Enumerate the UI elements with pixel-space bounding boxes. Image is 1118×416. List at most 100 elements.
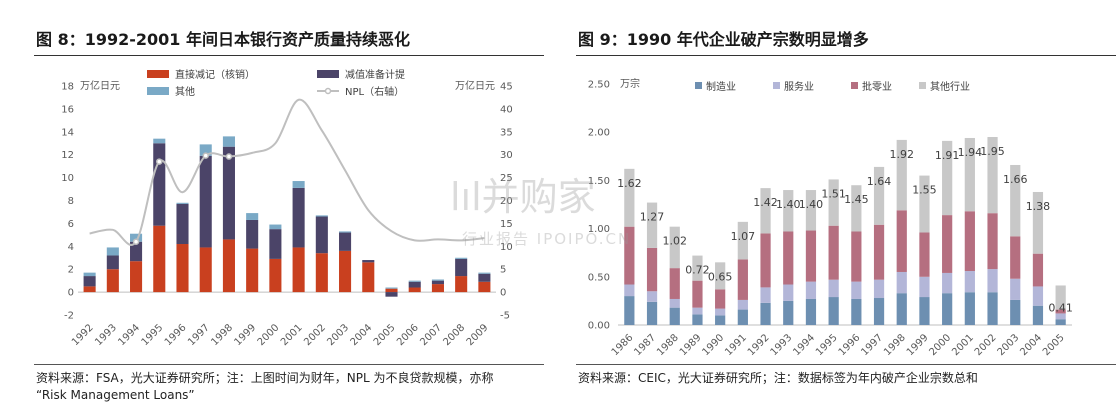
bar-segment <box>715 308 726 316</box>
bar-segment <box>1010 164 1021 237</box>
legend-label: 制造业 <box>706 80 736 93</box>
x-tick-label: 1996 <box>163 322 189 348</box>
total-label: 1.66 <box>1003 173 1028 186</box>
bar-segment <box>987 269 998 293</box>
bankruptcy-chart: 万宗 0.00 0.50 1.00 1.50 2.00 2.50 1.62 1986 1.27 19… <box>588 77 1073 358</box>
bar-segment <box>269 229 282 259</box>
y-tick: 0.50 <box>588 272 610 283</box>
bar-segment <box>669 307 680 325</box>
x-tick-label: 1994 <box>791 332 817 358</box>
chart-footnote: 资料来源：FSA，光大证券研究所；注：上图时间为财年，NPL 为不良贷款规模，亦… <box>36 370 493 404</box>
bar-segment <box>455 276 468 293</box>
bar-segment <box>199 247 212 293</box>
bar-segment <box>715 315 726 325</box>
bar-segment <box>478 272 491 274</box>
y-right-tick: 5 <box>500 265 506 276</box>
y-left-tick: 4 <box>68 242 74 253</box>
x-tick-label: 2003 <box>325 322 351 348</box>
bar-segment <box>385 292 398 297</box>
bar-segment <box>964 137 975 212</box>
bar-segment <box>715 289 726 309</box>
bank-assets-chart: 万亿日元 万亿日元 -2 0 2 4 6 8 10 12 14 16 18 -5 0 5 10 15 20 25 30 3… <box>61 68 513 348</box>
bar-segment <box>646 202 658 248</box>
x-tick-label: 1990 <box>700 332 726 358</box>
bar-segment <box>873 166 885 225</box>
bar-segment <box>269 224 282 230</box>
x-tick-label: 2000 <box>927 332 953 358</box>
bar-segment <box>828 279 839 298</box>
total-label: 1.27 <box>640 211 665 224</box>
bar-segment <box>942 272 953 294</box>
x-tick-label: 1999 <box>233 322 259 348</box>
bar-segment <box>896 293 907 325</box>
bar-segment <box>130 233 143 242</box>
bar-segment <box>222 146 235 240</box>
bar-segment <box>987 292 998 325</box>
bar-segment <box>851 185 862 232</box>
bar-segment <box>624 284 635 297</box>
y-right-tick: 30 <box>500 150 513 161</box>
bar-segment <box>339 231 352 233</box>
legend-swatch <box>147 70 169 78</box>
bar-segment <box>292 247 305 293</box>
bar-segment <box>828 225 839 280</box>
x-tick-label: 2005 <box>372 322 398 348</box>
bar-segment <box>919 276 930 298</box>
bar-segment <box>624 168 635 227</box>
footer-divider <box>576 364 1116 365</box>
bar-segment <box>1055 319 1066 325</box>
bar-segment <box>760 188 771 234</box>
bar-segment <box>106 269 119 293</box>
total-label: 1.94 <box>958 146 983 159</box>
total-label: 1.45 <box>844 193 869 206</box>
bar-segment <box>783 231 794 285</box>
total-label: 1.40 <box>776 198 801 211</box>
bar-segment <box>737 259 748 300</box>
bar-segment <box>246 213 259 220</box>
legend-label: 其他行业 <box>930 80 970 93</box>
total-label: 1.55 <box>912 184 937 197</box>
bar-segment <box>1032 305 1044 325</box>
legend-swatch <box>695 82 702 89</box>
bar-segment <box>246 219 259 249</box>
bar-segment <box>153 143 166 226</box>
bar-segment <box>222 239 235 293</box>
bar-segment <box>692 307 703 315</box>
bar-segment <box>106 255 119 270</box>
bar-segment <box>408 281 421 288</box>
bar-segment <box>669 226 680 269</box>
chart-title: 图 8：1992-2001 年间日本银行资产质量持续恶化 <box>36 30 410 49</box>
bar-segment <box>153 225 166 293</box>
bar-segment <box>919 232 930 277</box>
bar-segment <box>478 273 491 282</box>
bar-segment <box>624 296 635 325</box>
x-tick-label: 2004 <box>349 322 375 348</box>
bar-segment <box>1010 236 1021 279</box>
npl-marker <box>132 238 140 245</box>
bar-segment <box>176 203 189 245</box>
bar-segment <box>760 287 771 303</box>
footnote-line-1: 资料来源：FSA，光大证券研究所；注：上图时间为财年，NPL 为不良贷款规模，亦… <box>36 371 494 385</box>
total-label: 1.91 <box>935 149 960 162</box>
x-tick-label: 1988 <box>655 332 681 358</box>
y-right-tick: 15 <box>500 219 513 230</box>
x-tick-label: 1993 <box>769 332 795 358</box>
bar-segment <box>646 247 658 292</box>
y-tick: 1.50 <box>588 176 610 187</box>
bar-segment <box>737 221 748 260</box>
bar-segment <box>760 233 771 288</box>
total-label: 1.42 <box>753 196 778 209</box>
bar-segment <box>783 190 794 232</box>
total-label: 1.02 <box>663 235 688 248</box>
legend-label: 服务业 <box>784 80 814 93</box>
x-tick-label: 1999 <box>905 332 931 358</box>
bar-segment <box>1032 286 1044 306</box>
x-tick-label: 2001 <box>279 322 305 348</box>
bar-segment <box>737 299 748 310</box>
bar-segment <box>669 298 680 308</box>
x-tick-label: 2003 <box>996 332 1022 358</box>
total-label: 0.72 <box>685 264 710 277</box>
bar-segment <box>339 232 352 251</box>
bar-segment <box>896 210 907 272</box>
bar-segment <box>455 257 468 259</box>
